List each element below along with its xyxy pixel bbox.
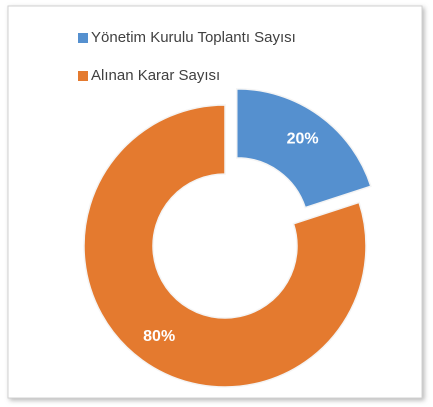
data-label: 20% <box>287 130 319 147</box>
legend-swatch <box>78 71 88 81</box>
legend-swatch <box>78 33 88 43</box>
data-label: 80% <box>143 328 175 345</box>
legend-label: Alınan Karar Sayısı <box>91 67 220 84</box>
slice <box>83 104 367 388</box>
slice <box>236 88 372 209</box>
legend-label: Yönetim Kurulu Toplantı Sayısı <box>91 29 296 46</box>
